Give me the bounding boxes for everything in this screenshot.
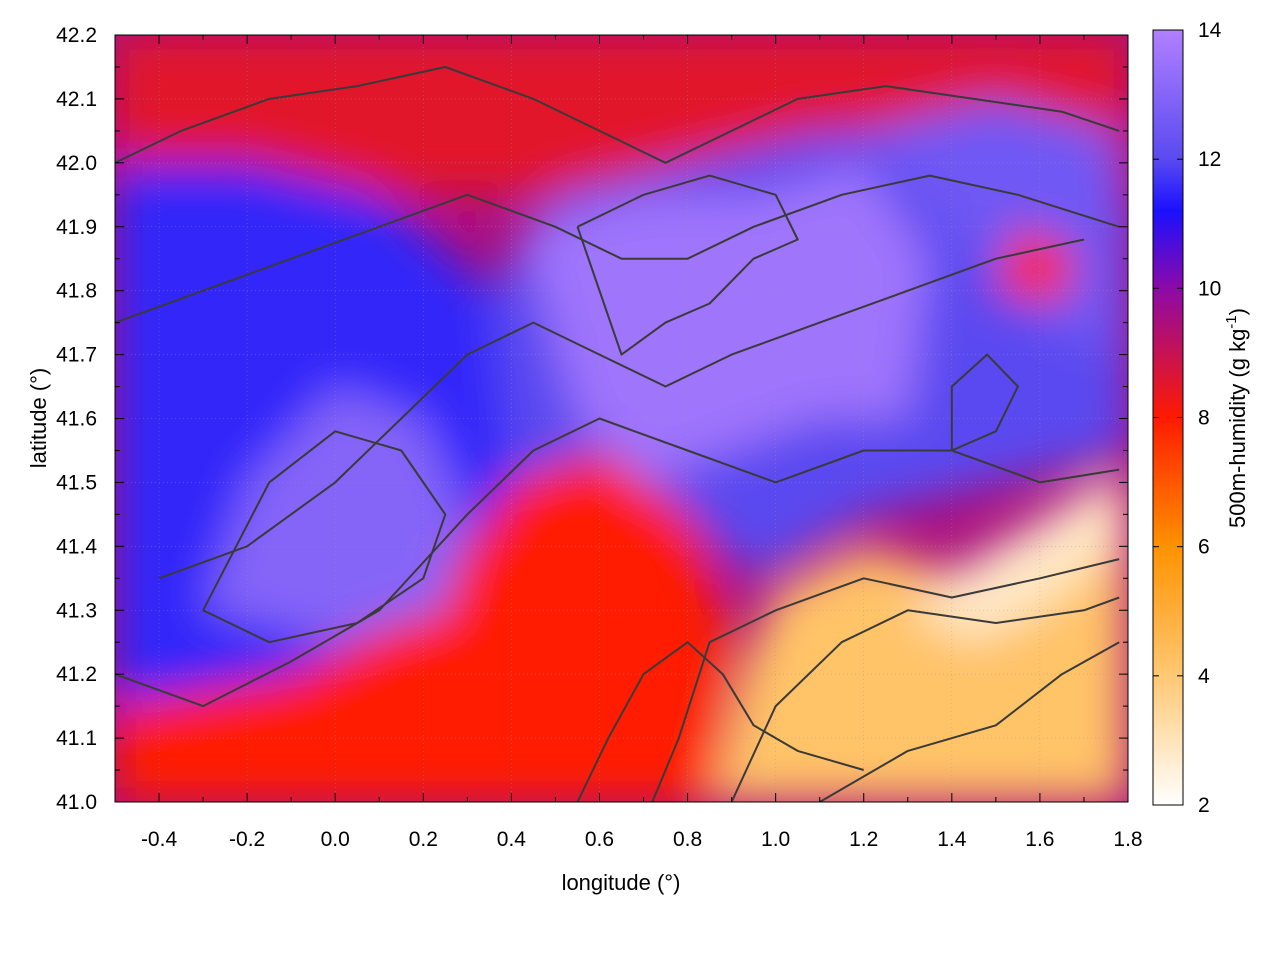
- grid: [115, 35, 1128, 802]
- y-axis-title: latitude (°): [26, 368, 51, 469]
- x-tick-label: 0.4: [497, 828, 527, 851]
- colorbar-ticks: [1153, 29, 1183, 806]
- x-tick-label: 0.0: [321, 828, 350, 851]
- colorbar-title: 500m-humidity (g kg-1): [1223, 308, 1250, 528]
- y-tick-labels: 41.0 41.1 41.2 41.3 41.4 41.5 41.6 41.7 41.8 41.9…: [56, 24, 97, 814]
- colorbar-tick-label: 6: [1198, 536, 1210, 559]
- y-tick-label: 41.1: [56, 727, 97, 750]
- colorbar-tick-label: 12: [1198, 148, 1221, 171]
- humidity-field: [115, 35, 1128, 802]
- colorbar-title-end: ): [1225, 308, 1250, 315]
- y-tick-label: 41.8: [56, 280, 97, 303]
- y-tick-label: 41.6: [56, 408, 97, 431]
- x-tick-label: 0.8: [673, 828, 702, 851]
- x-axis-title: longitude (°): [562, 870, 681, 895]
- plot-area: [115, 35, 1128, 802]
- contour-line: [202, 430, 447, 644]
- y-tick-label: 41.4: [56, 535, 97, 558]
- contour-line: [115, 66, 1120, 164]
- colorbar-tick-labels: 2 4 6 8 10 12 14: [1198, 19, 1222, 817]
- colorbar-tick-label: 8: [1198, 407, 1210, 430]
- region-southeast-dry-core: [907, 469, 1120, 643]
- contour-line: [651, 558, 1120, 802]
- axis-ticks: [114, 34, 1129, 803]
- colorbar-tick-label: 10: [1198, 277, 1221, 300]
- y-tick-label: 41.2: [56, 663, 97, 686]
- x-tick-labels: -0.4 -0.2 0.0 0.2 0.4 0.6 0.8 1.0 1.2 1.4 1.6 1.8: [141, 828, 1143, 851]
- contour-line: [115, 174, 1120, 324]
- region-central-core: [520, 162, 930, 483]
- x-tick-label: 1.6: [1025, 828, 1054, 851]
- colorbar-title-sup: -1: [1223, 315, 1240, 328]
- y-tick-label: 42.0: [56, 152, 97, 175]
- x-tick-label: 0.2: [409, 828, 438, 851]
- contour-line: [819, 641, 1120, 802]
- colorbar-title-main: 500m-humidity (g kg: [1225, 329, 1250, 528]
- y-tick-label: 41.5: [56, 471, 97, 494]
- y-tick-label: 42.2: [56, 24, 97, 47]
- contour-line: [950, 353, 1019, 452]
- region-northern-band: [115, 35, 1128, 195]
- y-tick-label: 41.0: [56, 791, 97, 814]
- x-tick-label: 1.8: [1113, 828, 1142, 851]
- x-tick-label: 0.6: [585, 828, 614, 851]
- contour-line: [576, 174, 799, 356]
- x-tick-label: -0.2: [229, 828, 265, 851]
- y-tick-label: 41.9: [56, 216, 97, 239]
- contour-line: [730, 596, 1120, 802]
- colorbar-tick-label: 14: [1198, 19, 1222, 42]
- contour-lines: [115, 66, 1120, 802]
- y-tick-label: 41.3: [56, 599, 97, 622]
- x-tick-label: 1.0: [761, 828, 790, 851]
- x-tick-label: -0.4: [141, 828, 178, 851]
- y-tick-label: 41.7: [56, 344, 97, 367]
- colorbar-tick-label: 4: [1198, 665, 1210, 688]
- colorbar-tick-label: 2: [1198, 794, 1210, 817]
- y-tick-label: 42.1: [56, 88, 97, 111]
- x-tick-label: 1.2: [849, 828, 878, 851]
- x-tick-label: 1.4: [937, 828, 967, 851]
- region-south-moist-band: [115, 450, 732, 802]
- contour-line: [158, 238, 1085, 580]
